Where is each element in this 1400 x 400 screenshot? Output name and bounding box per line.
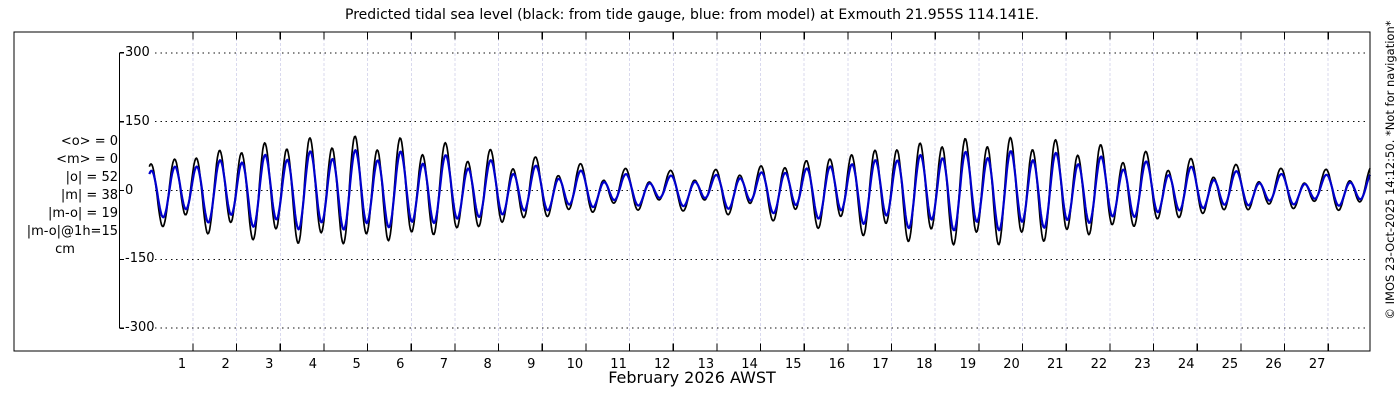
plot-frame: [13, 31, 1371, 352]
x-tick-label: 16: [828, 357, 846, 372]
x-tick-label: 4: [308, 357, 318, 372]
y-tick-label: -300: [125, 320, 155, 336]
stats-unit: cm: [55, 242, 75, 257]
x-tick-label: 14: [741, 357, 758, 372]
x-tick-label: 26: [1265, 357, 1282, 372]
x-tick-label: 20: [1003, 357, 1020, 372]
x-tick-label: 19: [959, 357, 977, 372]
imos-watermark: © IMOS 23-Oct-2025 14:12:50. *Not for na…: [1383, 20, 1397, 320]
x-tick-label: 7: [439, 357, 449, 372]
x-tick-label: 18: [915, 357, 933, 372]
x-tick-label: 3: [265, 357, 274, 372]
x-tick-label: 25: [1221, 357, 1239, 372]
y-tick-label: 0: [125, 182, 134, 198]
stat-line-mean-m: <m> = 0: [56, 152, 118, 167]
x-tick-label: 27: [1308, 357, 1326, 372]
x-tick-label: 17: [872, 357, 889, 372]
x-tick-label: 9: [527, 357, 536, 372]
x-tick-label: 23: [1134, 357, 1151, 372]
x-tick-label: 22: [1090, 357, 1108, 372]
x-tick-label: 8: [483, 357, 492, 372]
model-curve: [148, 149, 1372, 232]
stat-line-abs-m: |m| = 38: [60, 188, 118, 203]
stat-line-abs-mo: |m-o| = 19: [47, 206, 118, 221]
stat-line-abs-mo1h: |m-o|@1h=15: [26, 224, 118, 239]
x-tick-label: 21: [1046, 357, 1064, 372]
stat-line-abs-o: |o| = 52: [65, 170, 118, 185]
gauge-curve: [148, 135, 1371, 246]
x-tick-label: 12: [653, 357, 671, 372]
y-tick-label: 300: [125, 44, 150, 60]
y-tick-label: -150: [125, 251, 155, 267]
chart-title: Predicted tidal sea level (black: from t…: [345, 7, 1039, 23]
x-tick-label: 10: [566, 357, 584, 372]
stat-line-mean-o: <o> = 0: [60, 134, 118, 149]
stats-panel: <o> = 0 <m> = 0 |o| = 52 |m| = 38 |m-o| …: [12, 133, 118, 259]
x-tick-label: 15: [784, 357, 802, 372]
x-tick-label: 24: [1177, 357, 1195, 372]
y-tick-label: 150: [125, 113, 150, 129]
x-tick-label: 6: [396, 357, 405, 372]
x-axis-label: February 2026 AWST: [608, 368, 776, 387]
x-tick-label: 2: [221, 357, 230, 372]
x-tick-label: 1: [177, 357, 187, 372]
x-tick-label: 13: [697, 357, 715, 372]
x-tick-label: 5: [352, 357, 361, 372]
x-tick-label: 11: [610, 357, 627, 372]
